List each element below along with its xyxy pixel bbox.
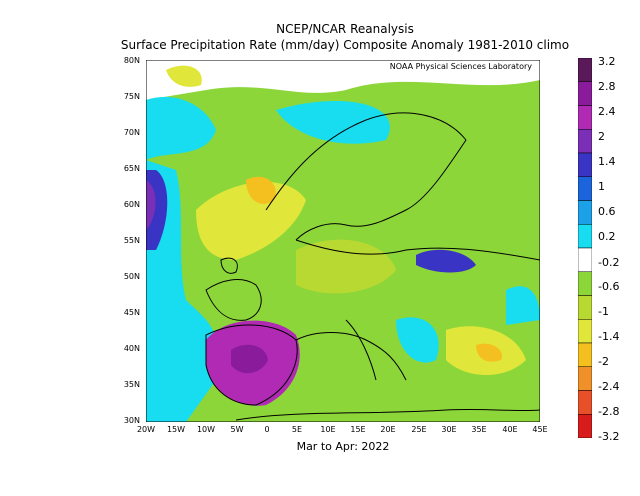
colorbar-segment [578,176,592,201]
lon-label: 0 [264,425,270,434]
lon-label: 5W [230,425,244,434]
dry-region [296,239,396,294]
time-period-label: Mar to Apr: 2022 [296,440,390,453]
colorbar-segment [578,342,592,367]
lat-label: 65N [123,164,140,173]
colorbar-label: 0.2 [598,230,616,243]
wet-region [506,286,540,325]
colorbar-segment [578,247,592,272]
lat-label: 70N [123,128,140,137]
colorbar [578,58,592,438]
lon-label: 20E [380,425,396,434]
colorbar-segment [578,319,592,344]
chart-title: NCEP/NCAR Reanalysis [276,22,414,36]
lon-label: 40E [502,425,518,434]
colorbar-segment [578,81,592,106]
lon-label: 10E [320,425,336,434]
colorbar-label: -1 [598,305,609,318]
lat-label: 75N [123,92,140,101]
wet-region [146,96,216,160]
colorbar-label: 2.4 [598,105,616,118]
lon-label: 45E [532,425,548,434]
lat-label: 45N [123,308,140,317]
colorbar-label: -1.4 [598,330,620,343]
lat-label: 35N [123,380,140,389]
wet-region [276,101,390,144]
dry-strong-region [476,343,502,362]
lon-label: 15W [166,425,186,434]
colorbar-label: 2.8 [598,80,616,93]
colorbar-segment [578,414,592,438]
wet-anomaly-iberia-core [231,344,268,374]
wet-region [396,317,439,363]
wet-strong-region [146,180,156,230]
colorbar-label: -2 [598,355,609,368]
colorbar-segment [578,295,592,320]
colorbar-label: -2.8 [598,405,620,418]
lat-label: 40N [123,344,140,353]
colorbar-segment [578,366,592,391]
colorbar-label: 3.2 [598,55,616,68]
lon-label: 30E [441,425,457,434]
colorbar-label: 0.6 [598,205,616,218]
anomaly-map: NOAA Physical Sciences Laboratory [146,60,540,422]
dry-region [166,65,202,87]
colorbar-segment [578,271,592,296]
colorbar-label: -0.2 [598,256,620,269]
colorbar-segment [578,105,592,130]
colorbar-segment [578,129,592,154]
dry-region [196,181,306,260]
map-canvas [146,60,540,422]
lat-label: 30N [123,416,140,425]
colorbar-label: 1 [598,180,605,193]
colorbar-label: 1.4 [598,155,616,168]
lon-label: 10W [196,425,216,434]
colorbar-segment [578,390,592,415]
coastlines [205,112,540,421]
chart-subtitle: Surface Precipitation Rate (mm/day) Comp… [120,38,570,52]
colorbar-label: 2 [598,130,605,143]
colorbar-segment [578,58,592,82]
colorbar-segment [578,200,592,225]
lon-label: 15E [350,425,366,434]
lon-label: 20W [136,425,156,434]
colorbar-segment [578,224,592,249]
lat-label: 60N [123,200,140,209]
dry-strong-region [246,176,276,204]
colorbar-label: -0.6 [598,280,620,293]
colorbar-segments [578,58,592,438]
wet-anomaly-east [416,249,476,273]
colorbar-segment [578,152,592,177]
credit-label: NOAA Physical Sciences Laboratory [387,62,534,71]
lon-label: 5E [291,425,303,434]
lon-label: 35E [471,425,487,434]
lat-label: 50N [123,272,140,281]
lat-label: 80N [123,56,140,65]
lat-label: 55N [123,236,140,245]
lon-label: 25E [411,425,427,434]
colorbar-label: -2.4 [598,380,620,393]
colorbar-label: -3.2 [598,430,620,443]
